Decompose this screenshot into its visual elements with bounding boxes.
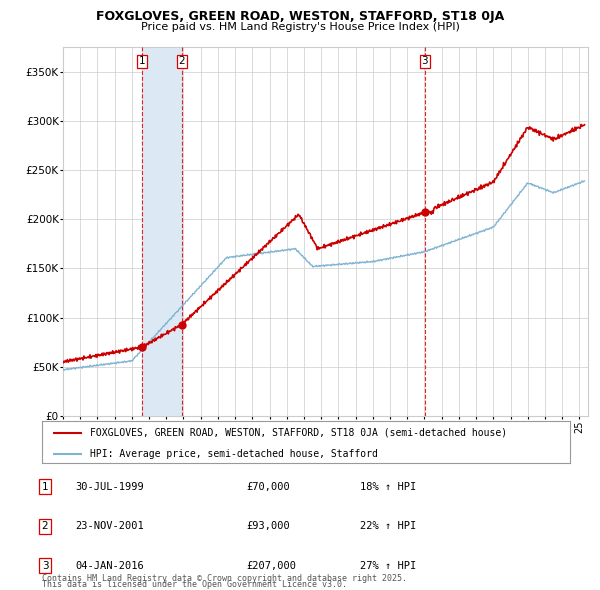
- Text: 3: 3: [422, 57, 428, 67]
- Text: FOXGLOVES, GREEN ROAD, WESTON, STAFFORD, ST18 0JA (semi-detached house): FOXGLOVES, GREEN ROAD, WESTON, STAFFORD,…: [89, 428, 506, 438]
- Text: Contains HM Land Registry data © Crown copyright and database right 2025.: Contains HM Land Registry data © Crown c…: [42, 574, 407, 583]
- Text: £207,000: £207,000: [246, 561, 296, 571]
- Text: 1: 1: [139, 57, 145, 67]
- Text: 1: 1: [41, 482, 49, 491]
- Text: 2: 2: [178, 57, 185, 67]
- Text: Price paid vs. HM Land Registry's House Price Index (HPI): Price paid vs. HM Land Registry's House …: [140, 22, 460, 32]
- Text: 23-NOV-2001: 23-NOV-2001: [75, 522, 144, 531]
- Text: 04-JAN-2016: 04-JAN-2016: [75, 561, 144, 571]
- Text: 18% ↑ HPI: 18% ↑ HPI: [360, 482, 416, 491]
- Text: HPI: Average price, semi-detached house, Stafford: HPI: Average price, semi-detached house,…: [89, 449, 377, 459]
- Text: 22% ↑ HPI: 22% ↑ HPI: [360, 522, 416, 531]
- Text: £70,000: £70,000: [246, 482, 290, 491]
- Text: 2: 2: [41, 522, 49, 531]
- Text: 27% ↑ HPI: 27% ↑ HPI: [360, 561, 416, 571]
- Text: 3: 3: [41, 561, 49, 571]
- Text: This data is licensed under the Open Government Licence v3.0.: This data is licensed under the Open Gov…: [42, 581, 347, 589]
- Text: £93,000: £93,000: [246, 522, 290, 531]
- Text: 30-JUL-1999: 30-JUL-1999: [75, 482, 144, 491]
- Text: FOXGLOVES, GREEN ROAD, WESTON, STAFFORD, ST18 0JA: FOXGLOVES, GREEN ROAD, WESTON, STAFFORD,…: [96, 10, 504, 23]
- Bar: [142, 47, 182, 416]
